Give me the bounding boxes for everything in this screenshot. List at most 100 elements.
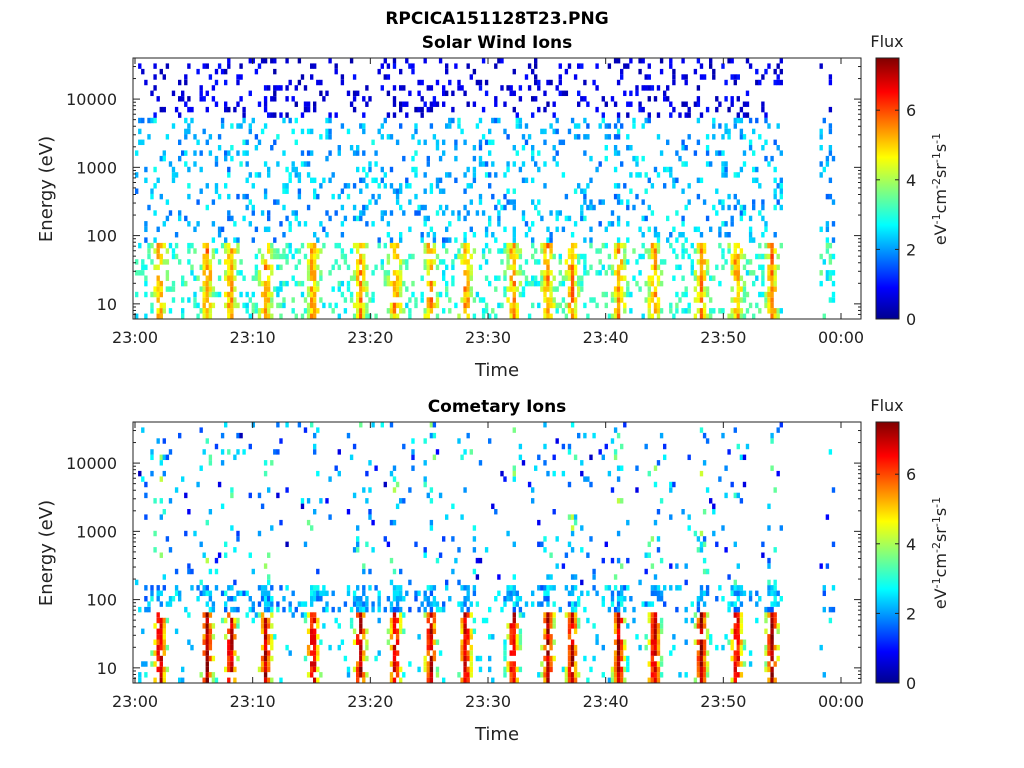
heatmap-cell xyxy=(429,302,434,309)
heatmap-cell xyxy=(236,270,240,276)
heatmap-cell xyxy=(411,438,415,444)
heatmap-cell xyxy=(684,579,688,586)
heatmap-cell xyxy=(414,596,418,602)
heatmap-cell xyxy=(546,672,550,678)
heatmap-cell xyxy=(573,134,578,140)
heatmap-cell xyxy=(546,574,550,580)
heatmap-cell xyxy=(669,514,673,520)
heatmap-cell xyxy=(245,150,249,156)
heatmap-cell xyxy=(632,117,636,124)
heatmap-cell xyxy=(236,432,240,439)
heatmap-cell xyxy=(267,226,271,233)
heatmap-cell xyxy=(260,590,265,597)
heatmap-cell xyxy=(356,166,360,173)
heatmap-cell xyxy=(702,623,707,629)
heatmap-cell xyxy=(515,596,519,602)
heatmap-cell xyxy=(779,308,783,314)
heatmap-cell xyxy=(205,644,209,651)
y-tick-label: 10000 xyxy=(66,454,117,473)
heatmap-cell xyxy=(500,259,504,265)
heatmap-cell xyxy=(503,650,507,656)
heatmap-cell xyxy=(276,253,280,260)
heatmap-cell xyxy=(552,253,556,260)
heatmap-cell xyxy=(509,90,513,97)
heatmap-cell xyxy=(352,270,357,276)
heatmap-cell xyxy=(567,481,572,488)
heatmap-cell xyxy=(583,215,587,222)
heatmap-cell xyxy=(328,270,332,276)
colorbar-tick-label: 2 xyxy=(906,240,916,259)
heatmap-cell xyxy=(399,628,403,635)
heatmap-cell xyxy=(429,286,434,292)
heatmap-cell xyxy=(156,585,160,591)
heatmap-cell xyxy=(184,215,188,222)
heatmap-cell xyxy=(174,628,179,635)
heatmap-cell xyxy=(515,302,519,309)
heatmap-cell xyxy=(227,449,231,455)
heatmap-cell xyxy=(564,666,569,673)
heatmap-cell xyxy=(316,253,320,260)
heatmap-cell xyxy=(748,650,753,656)
heatmap-cell xyxy=(475,655,480,662)
heatmap-cell xyxy=(653,226,658,233)
heatmap-cell xyxy=(613,655,618,662)
heatmap-cell xyxy=(767,563,771,569)
y-axis-label: Energy (eV) xyxy=(36,500,57,606)
heatmap-cell xyxy=(392,655,397,662)
heatmap-cell xyxy=(656,509,661,515)
heatmap-cell xyxy=(770,601,774,607)
heatmap-cell xyxy=(653,96,658,102)
heatmap-cell xyxy=(669,166,673,173)
heatmap-cell xyxy=(337,242,341,249)
heatmap-cell xyxy=(205,628,209,635)
heatmap-cell xyxy=(162,106,166,113)
heatmap-cell xyxy=(518,291,523,298)
heatmap-cell xyxy=(282,596,286,602)
heatmap-cell xyxy=(359,666,363,673)
heatmap-cell xyxy=(623,302,627,309)
heatmap-cell xyxy=(656,280,661,287)
heatmap-cell xyxy=(736,612,740,618)
heatmap-cell xyxy=(773,313,777,319)
heatmap-cell xyxy=(733,601,737,607)
heatmap-cell xyxy=(294,248,298,254)
heatmap-cell xyxy=(524,139,529,146)
heatmap-cell xyxy=(509,650,513,656)
heatmap-cell xyxy=(696,85,701,91)
heatmap-cell xyxy=(260,596,265,602)
heatmap-cell xyxy=(374,161,378,167)
heatmap-cell xyxy=(506,85,510,91)
colorbar-tick-label: 4 xyxy=(906,171,916,190)
heatmap-cell xyxy=(202,96,206,102)
heatmap-cell xyxy=(702,74,707,80)
heatmap-cell xyxy=(319,248,323,254)
heatmap-cell xyxy=(543,270,547,276)
heatmap-cell xyxy=(448,221,452,227)
heatmap-cell xyxy=(524,177,529,184)
heatmap-cell xyxy=(273,253,277,260)
heatmap-cell xyxy=(709,634,713,640)
heatmap-cell xyxy=(466,270,470,276)
heatmap-cell xyxy=(392,661,397,667)
heatmap-cell xyxy=(432,232,437,238)
heatmap-cell xyxy=(770,465,774,471)
heatmap-cell xyxy=(764,606,768,613)
heatmap-cell xyxy=(509,677,513,683)
heatmap-cell xyxy=(395,585,400,591)
heatmap-cell xyxy=(399,498,403,504)
heatmap-cell xyxy=(616,183,621,189)
heatmap-cell xyxy=(497,275,501,281)
heatmap-cell xyxy=(537,541,541,548)
heatmap-cell xyxy=(187,568,191,575)
heatmap-cell xyxy=(162,155,166,162)
heatmap-cell xyxy=(445,172,449,178)
heatmap-cell xyxy=(481,248,486,254)
heatmap-cell xyxy=(620,639,624,645)
heatmap-cell xyxy=(399,280,403,287)
heatmap-cell xyxy=(181,90,185,97)
heatmap-cell xyxy=(451,503,455,510)
heatmap-cell xyxy=(220,460,225,466)
heatmap-cell xyxy=(543,628,547,635)
heatmap-cell xyxy=(279,264,283,271)
heatmap-cell xyxy=(310,617,314,624)
